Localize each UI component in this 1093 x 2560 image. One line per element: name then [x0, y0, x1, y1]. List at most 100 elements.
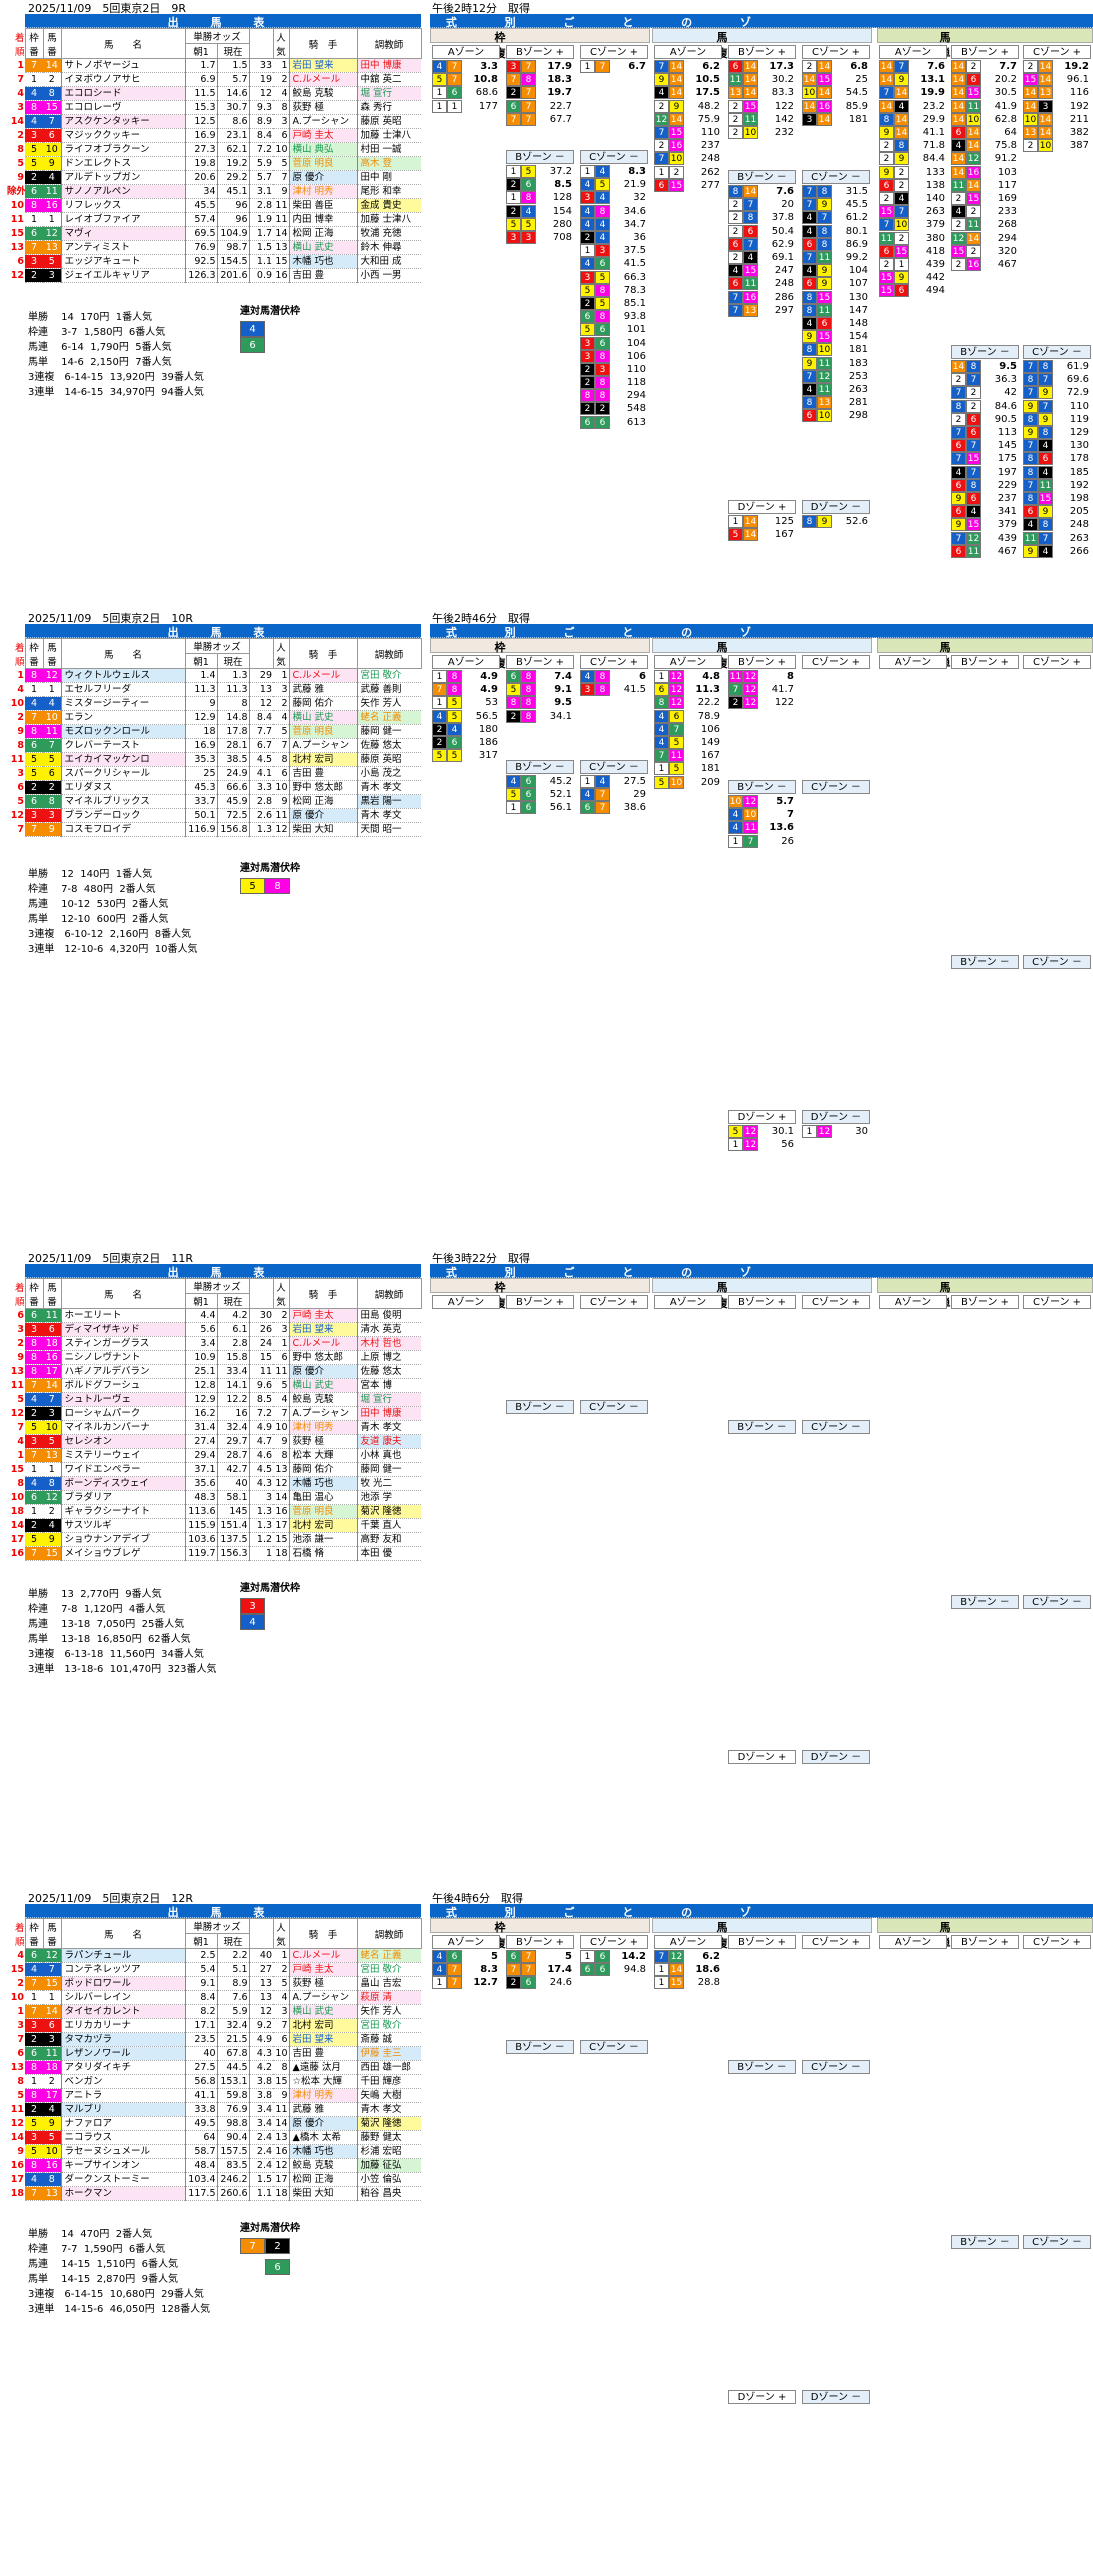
entry-row[interactable]: 8 5 10 ライフオブラクーン 27.3 62.1 7.2 10 横山 典弘 村田 一誠	[6, 142, 422, 157]
zone-row[interactable]: 2 6 50.4	[728, 224, 796, 238]
zone-row[interactable]: 2 6 24.6	[506, 1976, 574, 1990]
zone-row[interactable]: 4 8 248	[1023, 518, 1091, 532]
horse-name[interactable]: エセルフリーダ	[60, 682, 185, 697]
horse-name[interactable]: メイショウブレゲ	[60, 1546, 185, 1561]
zone-row[interactable]: 2 4 180	[432, 722, 500, 736]
horse-name[interactable]: キープサインオン	[60, 2158, 185, 2173]
zone-row[interactable]: 14 6 20.2	[951, 73, 1019, 87]
entry-row[interactable]: 2 3 6 マジッククッキー 16.9 23.1 8.4 6 戸崎 圭太 加藤 士津八	[6, 128, 422, 143]
entry-row[interactable]: 5 8 17 アニトラ 41.1 59.8 3.8 9 津村 明秀 矢嶋 大樹	[6, 2088, 422, 2103]
zone-row[interactable]: 7 12 439	[951, 531, 1019, 545]
zone-row[interactable]: 2 8 37.8	[728, 211, 796, 225]
zone-row[interactable]: 7 11 167	[654, 749, 722, 763]
zone-row[interactable]: 8 8 9.5	[506, 696, 574, 710]
horse-name[interactable]: ドンエレクトス	[60, 156, 185, 171]
zone-row[interactable]: 9 4 266	[1023, 544, 1091, 558]
horse-name[interactable]: マジッククッキー	[60, 128, 185, 143]
entry-row[interactable]: 6 6 11 ホーエリート 4.4 4.2 30 2 戸崎 圭太 田島 俊明	[6, 1308, 422, 1323]
zone-row[interactable]: 1 7 6.7	[580, 60, 648, 74]
zone-row[interactable]: 4 11 13.6	[728, 821, 796, 835]
zone-row[interactable]: 5 8 9.1	[506, 683, 574, 697]
zone-row[interactable]: 9 7 110	[1023, 399, 1091, 413]
zone-row[interactable]: 2 7 20	[728, 198, 796, 212]
zone-row[interactable]: 4 7 106	[654, 722, 722, 736]
entry-row[interactable]: 3 5 6 スパークリシャール 25 24.9 4.1 6 吉田 豊小島 茂之	[6, 766, 422, 781]
entry-row[interactable]: 3 3 6 ディマイザキッド 5.6 6.1 26 3 岩田 望来 清水 英克	[6, 1322, 422, 1337]
zone-row[interactable]: 1 12 4.8	[654, 670, 722, 684]
zone-row[interactable]: 2 10 387	[1023, 139, 1091, 153]
zone-row[interactable]: 14 10 62.8	[951, 112, 1019, 126]
zone-row[interactable]: 3 14 181	[802, 112, 870, 126]
zone-row[interactable]: 6 7 22.7	[506, 99, 574, 113]
entry-row[interactable]: 5 4 7 シュトルーヴェ 12.9 12.2 8.5 4 鮫島 克駿堀 宣行	[6, 1392, 422, 1407]
zone-row[interactable]: 2 6 90.5	[951, 412, 1019, 426]
horse-name[interactable]: タマカヅラ	[60, 2032, 185, 2047]
entry-row[interactable]: 1 7 14 サトノボヤージュ 1.7 1.5 33 1 岩田 望来 田中 博康	[6, 58, 422, 73]
zone-row[interactable]: 2 16 237	[654, 139, 722, 153]
horse-name[interactable]: ライフオブラクーン	[60, 142, 185, 157]
zone-row[interactable]: 6 9 205	[1023, 505, 1091, 519]
zone-row[interactable]: 7 2 42	[951, 386, 1019, 400]
zone-row[interactable]: 8 7 69.6	[1023, 373, 1091, 387]
entry-row[interactable]: 1 8 12 ウィクトルウェルス 1.4 1.3 29 1 C.ルメール 宮田 敬介	[6, 668, 422, 683]
zone-row[interactable]: 10 12 5.7	[728, 795, 796, 809]
zone-row[interactable]: 14 2 7.7	[951, 60, 1019, 74]
entry-row[interactable]: 10 4 4 ミスタージーティー 9 8 12 2 藤岡 佑介 矢作 芳人	[6, 696, 422, 711]
zone-row[interactable]: 4 6 45.2	[506, 775, 574, 789]
horse-name[interactable]: ダークンストーミー	[60, 2172, 185, 2187]
zone-row[interactable]: 7 9 45.5	[802, 198, 870, 212]
horse-name[interactable]: ニコラウス	[60, 2130, 185, 2145]
zone-row[interactable]: 9 15 154	[802, 330, 870, 344]
zone-row[interactable]: 2 8 34.1	[506, 709, 574, 723]
horse-name[interactable]: レイオブファイア	[60, 212, 185, 227]
zone-row[interactable]: 7 10 248	[654, 152, 722, 166]
zone-row[interactable]: 9 15 379	[951, 518, 1019, 532]
zone-row[interactable]: 2 6 8.5	[506, 178, 574, 192]
zone-row[interactable]: 4 7 8.3	[432, 1963, 500, 1977]
zone-row[interactable]: 4 6 148	[802, 316, 870, 330]
horse-name[interactable]: アンティミスト	[60, 240, 185, 255]
zone-row[interactable]: 3 6 104	[580, 336, 648, 350]
zone-row[interactable]: 7 15 110	[654, 126, 722, 140]
zone-row[interactable]: 6 9 107	[802, 277, 870, 291]
zone-row[interactable]: 4 9 104	[802, 264, 870, 278]
zone-row[interactable]: 4 6 78.9	[654, 709, 722, 723]
zone-row[interactable]: 14 12 91.2	[951, 152, 1019, 166]
zone-row[interactable]: 11 7 263	[1023, 531, 1091, 545]
zone-row[interactable]: 6 15 277	[654, 178, 722, 192]
horse-name[interactable]: ニシノレヴナント	[60, 1350, 185, 1365]
horse-name[interactable]: ギャラクシーナイト	[60, 1504, 185, 1519]
zone-row[interactable]: 7 8 31.5	[802, 185, 870, 199]
zone-row[interactable]: 2 9 84.4	[879, 152, 947, 166]
horse-name[interactable]: エコロレーヴ	[60, 100, 185, 115]
zone-row[interactable]: 1 8 128	[506, 191, 574, 205]
horse-name[interactable]: ローシャムパーク	[60, 1406, 185, 1421]
horse-name[interactable]: アタリダイキチ	[60, 2060, 185, 2075]
zone-row[interactable]: 7 11 99.2	[802, 251, 870, 265]
horse-name[interactable]: エイカイマッケンロ	[60, 752, 185, 767]
zone-row[interactable]: 3 8 41.5	[580, 683, 648, 697]
zone-row[interactable]: 13 14 382	[1023, 126, 1091, 140]
zone-row[interactable]: 6 7 62.9	[728, 237, 796, 251]
zone-row[interactable]: 2 11 142	[728, 112, 796, 126]
zone-row[interactable]: 5 10 209	[654, 775, 722, 789]
zone-row[interactable]: 2 4 140	[879, 191, 947, 205]
zone-row[interactable]: 7 12 41.7	[728, 683, 796, 697]
horse-name[interactable]: マイネルカンパーナ	[60, 1420, 185, 1435]
zone-row[interactable]: 4 5 56.5	[432, 709, 500, 723]
zone-row[interactable]: 14 15 30.5	[951, 86, 1019, 100]
zone-row[interactable]: 14 4 23.2	[879, 99, 947, 113]
horse-name[interactable]: シュトルーヴェ	[60, 1392, 185, 1407]
zone-row[interactable]: 4 15 247	[728, 264, 796, 278]
horse-name[interactable]: ジェイエルキャリア	[60, 268, 185, 283]
zone-row[interactable]: 7 8 4.9	[432, 683, 500, 697]
horse-name[interactable]: レザンノワール	[60, 2046, 185, 2061]
entry-row[interactable]: 5 6 8 マイネルブリックス 33.7 45.9 2.8 9 松岡 正海 黒岩 陽一	[6, 794, 422, 809]
zone-row[interactable]: 3 3 708	[506, 231, 574, 245]
zone-row[interactable]: 2 5 85.1	[580, 296, 648, 310]
entry-row[interactable]: 18 7 13 ホークマン 117.5 260.6 1.1 18 柴田 大知 粕谷 昌央	[6, 2186, 422, 2201]
zone-row[interactable]: 3 5 66.3	[580, 270, 648, 284]
horse-name[interactable]: エリカカリーナ	[60, 2018, 185, 2033]
zone-row[interactable]: 8 15 198	[1023, 491, 1091, 505]
